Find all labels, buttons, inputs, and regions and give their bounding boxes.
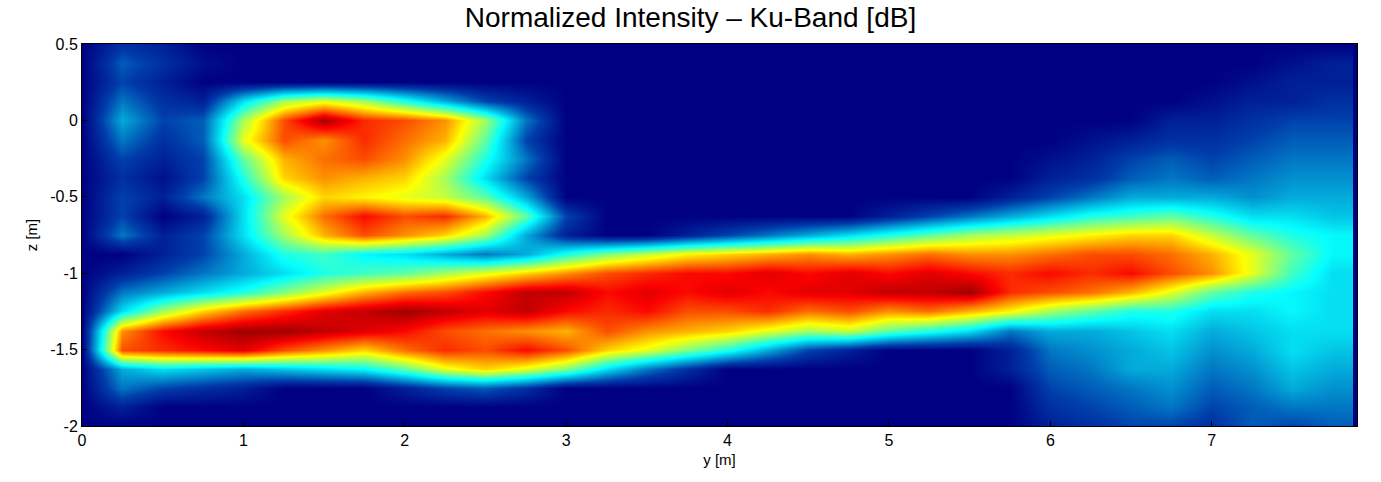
svg-text:-2: -2 [64,418,78,435]
svg-text:0: 0 [69,112,78,129]
svg-text:2: 2 [400,432,409,449]
svg-text:Normalized Intensity – Ku-Band: Normalized Intensity – Ku-Band [dB] [465,2,916,33]
svg-text:0.5: 0.5 [56,36,78,53]
svg-text:0: 0 [78,432,87,449]
svg-text:-1.5: -1.5 [50,341,78,358]
svg-text:6: 6 [1046,432,1055,449]
svg-text:4: 4 [723,432,732,449]
svg-text:3: 3 [562,432,571,449]
svg-text:5: 5 [885,432,894,449]
svg-text:7: 7 [1207,432,1216,449]
svg-text:-1: -1 [64,265,78,282]
svg-text:-0.5: -0.5 [50,188,78,205]
svg-text:y [m]: y [m] [703,451,736,468]
svg-text:z [m]: z [m] [23,219,40,252]
svg-text:1: 1 [239,432,248,449]
